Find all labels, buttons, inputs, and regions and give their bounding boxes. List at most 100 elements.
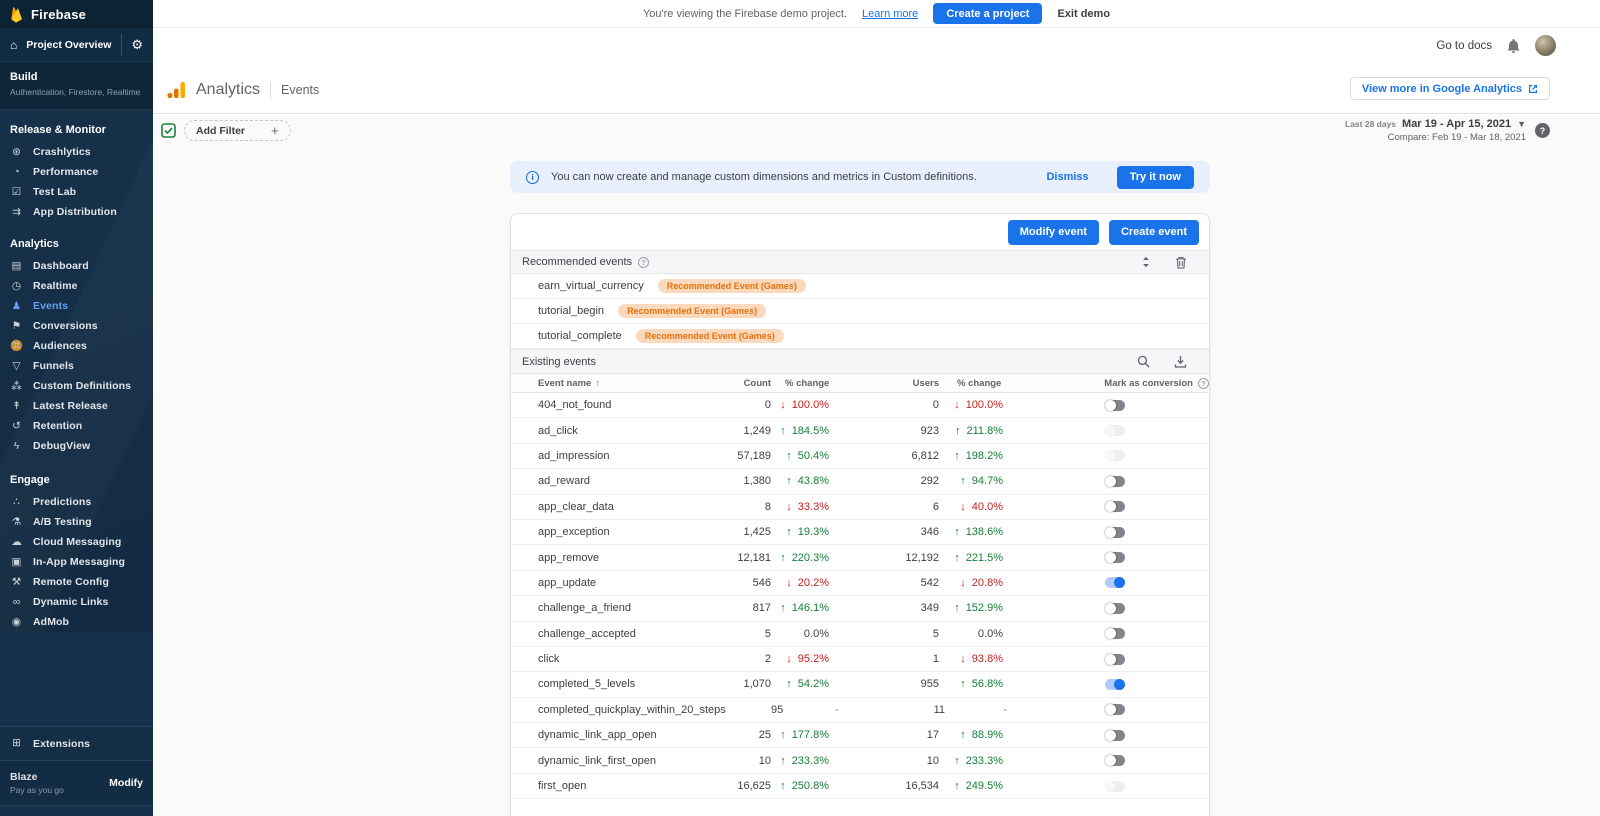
- sidebar-item-dynamic-links[interactable]: ∞ Dynamic Links: [0, 592, 153, 612]
- mark-as-conversion-toggle[interactable]: [1105, 577, 1125, 589]
- sidebar-item-crashlytics[interactable]: ⊛ Crashlytics: [0, 142, 153, 162]
- sidebar-item-label: A/B Testing: [33, 516, 92, 528]
- gear-icon[interactable]: ⚙: [131, 36, 143, 52]
- google-analytics-logo-icon: [166, 80, 186, 100]
- column-header-users[interactable]: Users: [912, 377, 939, 389]
- saved-filter-icon[interactable]: [161, 123, 176, 138]
- notifications-bell-icon[interactable]: [1507, 38, 1520, 53]
- change-value: 233.3%: [965, 754, 1003, 767]
- breadcrumb-product[interactable]: Analytics: [196, 81, 261, 98]
- download-icon[interactable]: [1174, 355, 1187, 368]
- column-header-count[interactable]: Count: [743, 377, 771, 389]
- column-header-event-name[interactable]: Event name ↑: [538, 377, 600, 389]
- sidebar-item-label: Realtime: [33, 280, 78, 292]
- mark-as-conversion-toggle[interactable]: [1105, 425, 1125, 437]
- mark-as-conversion-toggle[interactable]: [1105, 399, 1125, 411]
- search-icon[interactable]: [1137, 355, 1150, 368]
- count-change: 95.2%: [771, 653, 849, 665]
- event-name: app_update: [538, 576, 597, 589]
- sidebar-item-label: Crashlytics: [33, 146, 91, 158]
- sidebar-item-performance[interactable]: ◔ Performance: [0, 162, 153, 182]
- change-value: 152.9%: [965, 602, 1003, 615]
- mark-as-conversion-toggle[interactable]: [1105, 653, 1125, 665]
- sidebar-item-realtime[interactable]: ◷ Realtime: [0, 276, 153, 296]
- sidebar-item-label: Conversions: [33, 320, 98, 332]
- sidebar-item-latest-release[interactable]: ↟ Latest Release: [0, 396, 153, 416]
- sidebar-item-funnels[interactable]: ▽ Funnels: [0, 356, 153, 376]
- help-icon[interactable]: ?: [1198, 377, 1209, 389]
- delete-icon[interactable]: [1175, 256, 1187, 269]
- sidebar-item-dashboard[interactable]: ▤ Dashboard: [0, 256, 153, 276]
- firebase-brand[interactable]: Firebase: [0, 0, 153, 28]
- user-avatar[interactable]: [1535, 35, 1556, 56]
- demo-banner-bar: You're viewing the Firebase demo project…: [153, 0, 1600, 28]
- count-change: 33.3%: [771, 501, 849, 513]
- change-arrow-icon: [954, 399, 960, 411]
- sidebar-item-admob[interactable]: ◉ AdMob: [0, 612, 153, 632]
- event-name: ad_impression: [538, 449, 610, 462]
- column-header-count-change[interactable]: % change: [785, 377, 830, 389]
- go-to-docs-link[interactable]: Go to docs: [1436, 39, 1492, 52]
- count-change: 50.4%: [771, 450, 849, 462]
- sidebar-item-test-lab[interactable]: ☑ Test Lab: [0, 182, 153, 202]
- sidebar-item-ab-testing[interactable]: ⚗ A/B Testing: [0, 512, 153, 532]
- mark-as-conversion-toggle[interactable]: [1105, 450, 1125, 462]
- mark-as-conversion-toggle[interactable]: [1105, 678, 1125, 690]
- date-compare-label: Compare: Feb 19 - Mar 18, 2021: [1387, 132, 1526, 143]
- conversion-cell: [1027, 475, 1209, 487]
- extensions-icon: ⊞: [12, 737, 21, 750]
- exit-demo-button[interactable]: Exit demo: [1057, 7, 1111, 20]
- sidebar-section-build[interactable]: Build Authentication, Firestore, Realtim…: [0, 62, 153, 110]
- mark-as-conversion-toggle[interactable]: [1105, 552, 1125, 564]
- modify-plan-button[interactable]: Modify: [109, 777, 143, 789]
- mark-as-conversion-toggle[interactable]: [1105, 526, 1125, 538]
- dismiss-button[interactable]: Dismiss: [1046, 171, 1089, 183]
- create-event-button[interactable]: Create event: [1108, 219, 1199, 245]
- help-icon[interactable]: ?: [1535, 123, 1550, 138]
- sidebar-item-debugview[interactable]: ϟ DebugView: [0, 436, 153, 456]
- help-icon[interactable]: ?: [638, 256, 650, 268]
- event-name: completed_quickplay_within_20_steps: [538, 703, 726, 716]
- date-range-selector[interactable]: Mar 19 - Apr 15, 2021: [1402, 118, 1512, 130]
- sidebar-item-predictions[interactable]: ∴ Predictions: [0, 492, 153, 512]
- mark-as-conversion-toggle[interactable]: [1105, 780, 1125, 792]
- sidebar-item-cloud-messaging[interactable]: ☁ Cloud Messaging: [0, 532, 153, 552]
- change-value: 20.2%: [797, 576, 829, 589]
- event-name: tutorial_begin: [538, 305, 605, 317]
- sidebar-item-extensions[interactable]: ⊞ Extensions: [0, 726, 153, 760]
- change-value: 100.0%: [965, 399, 1003, 412]
- crashlytics-icon: ⊛: [12, 145, 21, 158]
- sidebar-item-events[interactable]: ♟ Events: [0, 296, 153, 316]
- learn-more-link[interactable]: Learn more: [862, 7, 919, 20]
- sidebar-item-retention[interactable]: ↺ Retention: [0, 416, 153, 436]
- view-more-ga-button[interactable]: View more in Google Analytics: [1349, 77, 1550, 100]
- sidebar-item-remote-config[interactable]: ⚒ Remote Config: [0, 572, 153, 592]
- mark-as-conversion-toggle[interactable]: [1105, 628, 1125, 640]
- mark-as-conversion-toggle[interactable]: [1105, 475, 1125, 487]
- create-project-button[interactable]: Create a project: [933, 3, 1043, 24]
- count-change: -: [783, 704, 859, 716]
- sidebar-item-label: Latest Release: [33, 400, 108, 412]
- app-distribution-icon: ⇉: [12, 205, 21, 218]
- mark-as-conversion-toggle[interactable]: [1105, 755, 1125, 767]
- sidebar-item-project-overview[interactable]: Project Overview: [26, 38, 112, 51]
- modify-event-button[interactable]: Modify event: [1007, 219, 1099, 245]
- sidebar-item-custom-definitions[interactable]: ⁂ Custom Definitions: [0, 376, 153, 396]
- mark-as-conversion-toggle[interactable]: [1105, 501, 1125, 513]
- mark-as-conversion-toggle[interactable]: [1105, 704, 1125, 716]
- sidebar-item-app-distribution[interactable]: ⇉ App Distribution: [0, 202, 153, 222]
- try-it-now-button[interactable]: Try it now: [1116, 165, 1194, 189]
- column-header-users-change[interactable]: % change: [957, 377, 1002, 389]
- add-filter-button[interactable]: Add Filter +: [184, 120, 291, 141]
- sidebar-item-conversions[interactable]: ⚑ Conversions: [0, 316, 153, 336]
- sidebar-item-audiences[interactable]: ♊ Audiences: [0, 336, 153, 356]
- event-count: 546: [752, 576, 771, 589]
- sidebar-item-in-app-messaging[interactable]: ▣ In-App Messaging: [0, 552, 153, 572]
- plan-bar: Blaze Pay as you go Modify: [0, 760, 153, 806]
- mark-as-conversion-toggle[interactable]: [1105, 729, 1125, 741]
- sidebar-item-label: Performance: [33, 166, 99, 178]
- mark-as-conversion-toggle[interactable]: [1105, 602, 1125, 614]
- unfold-sort-icon[interactable]: [1141, 256, 1151, 269]
- event-row: app_exception 1,425 19.3% 346 138.6%: [511, 520, 1209, 546]
- custom-definitions-banner: i You can now create and manage custom d…: [510, 161, 1210, 193]
